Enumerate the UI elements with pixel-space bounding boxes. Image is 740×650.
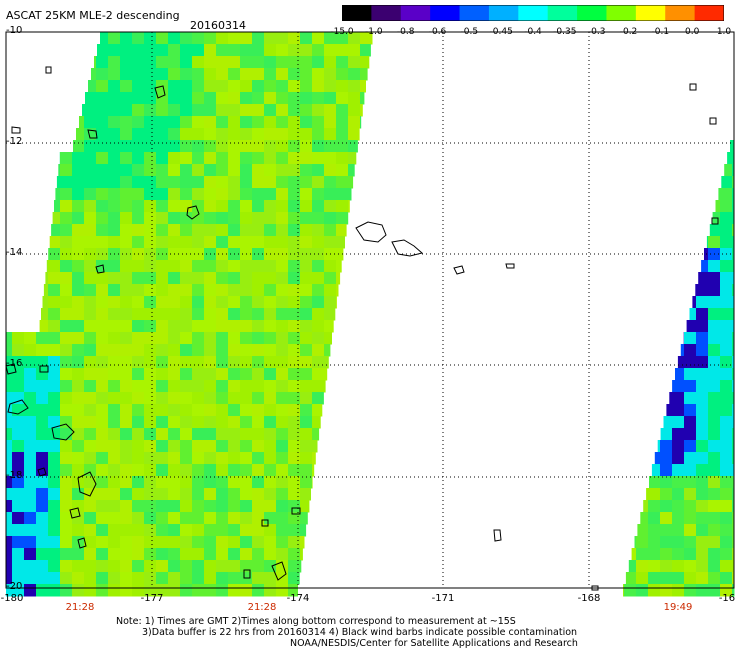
colorbar-label: -0.3 xyxy=(587,27,606,37)
colorbar-cell xyxy=(430,5,461,21)
island-fiji-6 xyxy=(77,537,87,549)
latitude-label: -14 xyxy=(6,247,23,258)
island-small-8 xyxy=(11,126,21,134)
island-tonga-2 xyxy=(291,507,301,515)
map-frame xyxy=(5,31,735,589)
colorbar xyxy=(342,5,724,21)
longitude-label: -174 xyxy=(286,593,310,604)
latitude-label: -10 xyxy=(6,25,23,36)
colorbar-label: -15.0 xyxy=(330,27,354,37)
colorbar-cell xyxy=(577,5,607,21)
colorbar-label: -1.0 xyxy=(365,27,383,37)
island-uvea xyxy=(186,205,200,220)
island-fiji-5 xyxy=(69,507,81,519)
swath-time-3: 19:49 xyxy=(663,602,693,613)
note-line-2: 3)Data buffer is 22 hrs from 20160314 4)… xyxy=(142,627,578,638)
colorbar-label: -0.45 xyxy=(489,27,513,37)
note-line-3: NOAA/NESDIS/Center for Satellite Applica… xyxy=(290,638,578,649)
colorbar-label: -0.8 xyxy=(396,27,415,37)
colorbar-cell xyxy=(547,5,578,21)
colorbar-cell xyxy=(400,5,431,21)
island-samoa-upolu xyxy=(355,221,387,243)
island-small-6 xyxy=(45,66,52,74)
colorbar-cell xyxy=(518,5,549,21)
colorbar-label: -0.1 xyxy=(651,27,670,37)
colorbar-cell xyxy=(694,5,724,21)
colorbar-label: -0.2 xyxy=(619,27,638,37)
island-fiji-3 xyxy=(77,471,97,497)
longitude-label: -180 xyxy=(0,593,24,604)
island-small-3 xyxy=(453,265,465,275)
map-title: ASCAT 25KM MLE-2 descending xyxy=(6,9,180,22)
colorbar-cell xyxy=(635,5,666,21)
island-small-7 xyxy=(87,129,98,139)
scatterometer-swaths xyxy=(6,32,735,597)
island-fiji-2 xyxy=(51,423,75,441)
island-east-3 xyxy=(711,217,719,225)
island-tonga-1 xyxy=(271,561,287,581)
note-line-1: Note: 1) Times are GMT 2)Times along bot… xyxy=(116,616,516,627)
island-east-4 xyxy=(591,585,599,591)
island-coastlines xyxy=(5,66,719,591)
longitude-label: -171 xyxy=(431,593,455,604)
island-small-1 xyxy=(154,85,166,99)
map-date: 20160314 xyxy=(190,19,246,32)
colorbar-cell xyxy=(342,5,372,21)
latitude-label: -16 xyxy=(6,358,23,369)
longitude-label: -177 xyxy=(140,593,164,604)
colorbar-cell xyxy=(459,5,490,21)
colorbar-cell xyxy=(371,5,402,21)
colorbar-label: -0.6 xyxy=(428,27,447,37)
island-tonga-3 xyxy=(243,569,251,579)
swath-time-1: 21:28 xyxy=(65,602,95,613)
swath-time-2: 21:28 xyxy=(247,602,277,613)
island-samoa-savaii xyxy=(391,239,424,257)
colorbar-cell xyxy=(606,5,637,21)
island-small-4 xyxy=(505,263,515,269)
colorbar-label: 1.0 xyxy=(716,27,732,37)
island-fiji-8 xyxy=(39,365,49,373)
island-fiji-1 xyxy=(7,399,29,415)
colorbar-label: -0.4 xyxy=(524,27,542,37)
island-fiji-4 xyxy=(37,467,47,477)
island-fiji-7 xyxy=(5,363,17,375)
latitude-label: -12 xyxy=(6,136,23,147)
island-small-5 xyxy=(493,529,502,542)
lat-lon-grid xyxy=(5,31,735,589)
colorbar-label: 0.0 xyxy=(684,27,700,37)
colorbar-cell xyxy=(488,5,519,21)
latitude-label: -20 xyxy=(6,581,23,592)
colorbar-label: -0.35 xyxy=(553,27,577,37)
longitude-label: -16 xyxy=(718,593,736,604)
latitude-label: -18 xyxy=(6,470,23,481)
island-small-2 xyxy=(95,264,105,274)
island-east-2 xyxy=(709,117,717,125)
colorbar-label: -0.5 xyxy=(460,27,479,37)
island-tonga-4 xyxy=(261,519,269,527)
island-east-1 xyxy=(689,83,697,91)
longitude-label: -168 xyxy=(577,593,601,604)
colorbar-cell xyxy=(665,5,696,21)
